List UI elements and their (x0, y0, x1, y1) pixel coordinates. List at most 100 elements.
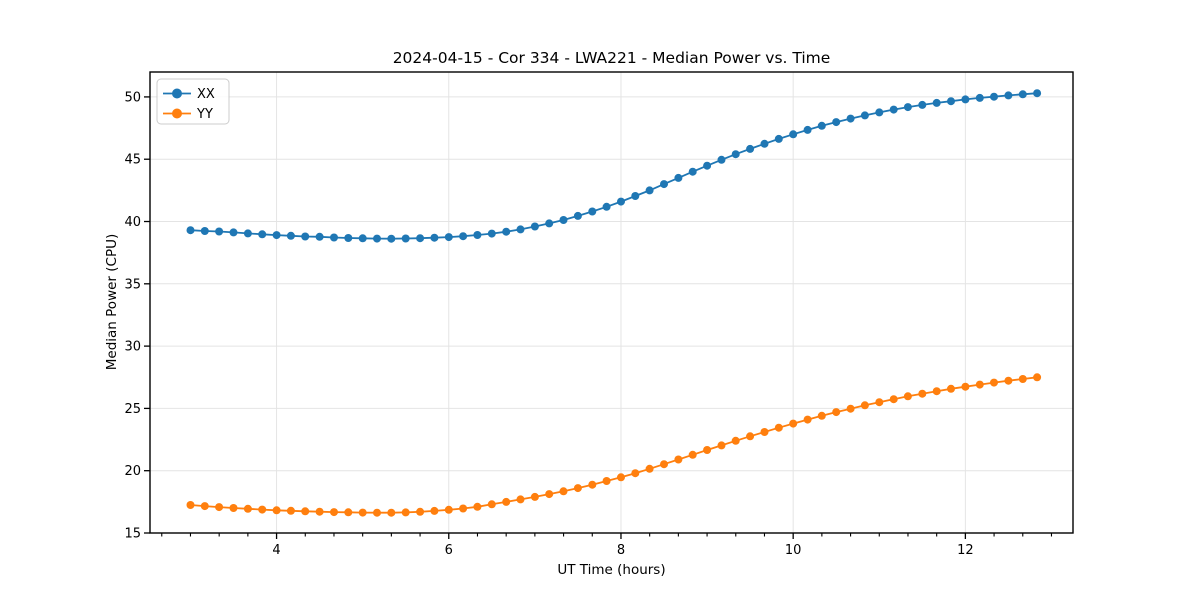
data-point-xx (774, 134, 783, 143)
data-point-yy (1018, 375, 1027, 383)
data-point-yy (832, 408, 841, 417)
data-point-yy (903, 392, 912, 401)
x-axis-label: UT Time (hours) (557, 562, 666, 578)
data-point-xx (588, 207, 597, 216)
data-point-yy (416, 507, 425, 516)
data-point-yy (387, 508, 396, 517)
data-point-xx (631, 192, 640, 200)
x-tick-label: 6 (445, 543, 453, 558)
data-point-yy (286, 506, 295, 515)
data-point-yy (373, 508, 381, 517)
data-point-xx (932, 98, 941, 107)
legend-box (156, 78, 230, 125)
data-point-xx (186, 226, 195, 235)
data-point-xx (918, 100, 927, 109)
data-point-xx (258, 230, 267, 239)
data-point-xx (487, 229, 496, 238)
data-point-xx (573, 211, 582, 220)
data-point-xx (688, 167, 697, 176)
data-point-xx (1004, 91, 1013, 100)
legend-marker-xx (172, 88, 182, 99)
data-point-yy (774, 423, 783, 432)
data-point-yy (875, 398, 884, 407)
y-tick-label: 45 (124, 153, 141, 168)
data-point-xx (516, 225, 525, 234)
data-point-xx (817, 121, 826, 130)
data-point-yy (918, 389, 927, 398)
data-point-xx (545, 219, 554, 228)
data-point-yy (401, 508, 410, 517)
legend-label-xx: XX (197, 87, 215, 102)
data-point-xx (315, 232, 324, 241)
data-point-yy (215, 503, 224, 512)
data-point-xx (674, 173, 683, 182)
data-point-xx (229, 228, 238, 237)
data-point-xx (875, 108, 884, 117)
data-point-yy (631, 469, 640, 478)
data-point-yy (932, 387, 941, 396)
data-point-xx (243, 229, 252, 238)
data-point-yy (803, 415, 812, 424)
data-point-xx (645, 186, 654, 195)
data-point-yy (789, 419, 798, 428)
y-tick-label: 25 (124, 402, 141, 417)
data-point-yy (559, 487, 568, 496)
data-point-xx (803, 125, 812, 134)
data-point-yy (602, 477, 611, 485)
data-point-yy (1004, 376, 1013, 385)
data-point-xx (301, 232, 310, 241)
data-point-xx (530, 222, 539, 231)
y-tick-label: 40 (124, 215, 141, 230)
data-point-yy (617, 473, 625, 482)
data-point-yy (760, 428, 769, 436)
data-point-xx (602, 202, 611, 211)
data-point-yy (516, 495, 525, 504)
x-tick-label: 4 (272, 543, 280, 558)
data-point-yy (860, 401, 869, 410)
data-point-xx (286, 231, 295, 240)
x-tick-label: 8 (617, 543, 625, 558)
data-point-xx (502, 227, 511, 236)
data-point-yy (717, 441, 726, 450)
data-point-xx (387, 234, 396, 243)
data-point-yy (889, 395, 898, 404)
legend-label-yy: YY (196, 107, 213, 122)
x-tick-label: 12 (957, 543, 974, 558)
data-point-xx (473, 231, 482, 239)
data-point-yy (459, 504, 468, 513)
legend-marker-yy (172, 108, 182, 119)
data-point-yy (817, 411, 826, 420)
data-point-xx (215, 227, 224, 236)
y-tick-label: 15 (124, 527, 141, 542)
data-point-yy (186, 501, 195, 509)
data-point-yy (573, 484, 582, 493)
data-point-yy (502, 497, 511, 506)
data-point-yy (846, 404, 855, 413)
data-point-xx (416, 234, 425, 243)
data-point-xx (444, 233, 453, 242)
data-point-yy (975, 380, 984, 389)
y-axis-label: Median Power (CPU) (104, 233, 120, 371)
data-point-xx (1033, 89, 1042, 98)
data-point-xx (789, 130, 798, 139)
data-point-xx (459, 232, 468, 241)
data-point-xx (703, 161, 712, 170)
data-point-xx (990, 92, 998, 101)
y-tick-label: 30 (124, 340, 141, 355)
data-point-xx (559, 216, 568, 224)
data-point-yy (674, 455, 683, 464)
data-point-xx (358, 234, 367, 243)
data-point-xx (975, 93, 984, 102)
data-point-xx (903, 103, 912, 112)
data-point-yy (487, 500, 496, 509)
data-point-yy (990, 378, 998, 387)
y-tick-label: 35 (124, 277, 141, 292)
data-point-xx (344, 234, 353, 242)
data-point-xx (760, 139, 769, 148)
data-point-yy (545, 490, 554, 499)
data-point-xx (860, 111, 869, 120)
y-tick-label: 20 (124, 464, 141, 479)
data-point-xx (846, 114, 855, 123)
